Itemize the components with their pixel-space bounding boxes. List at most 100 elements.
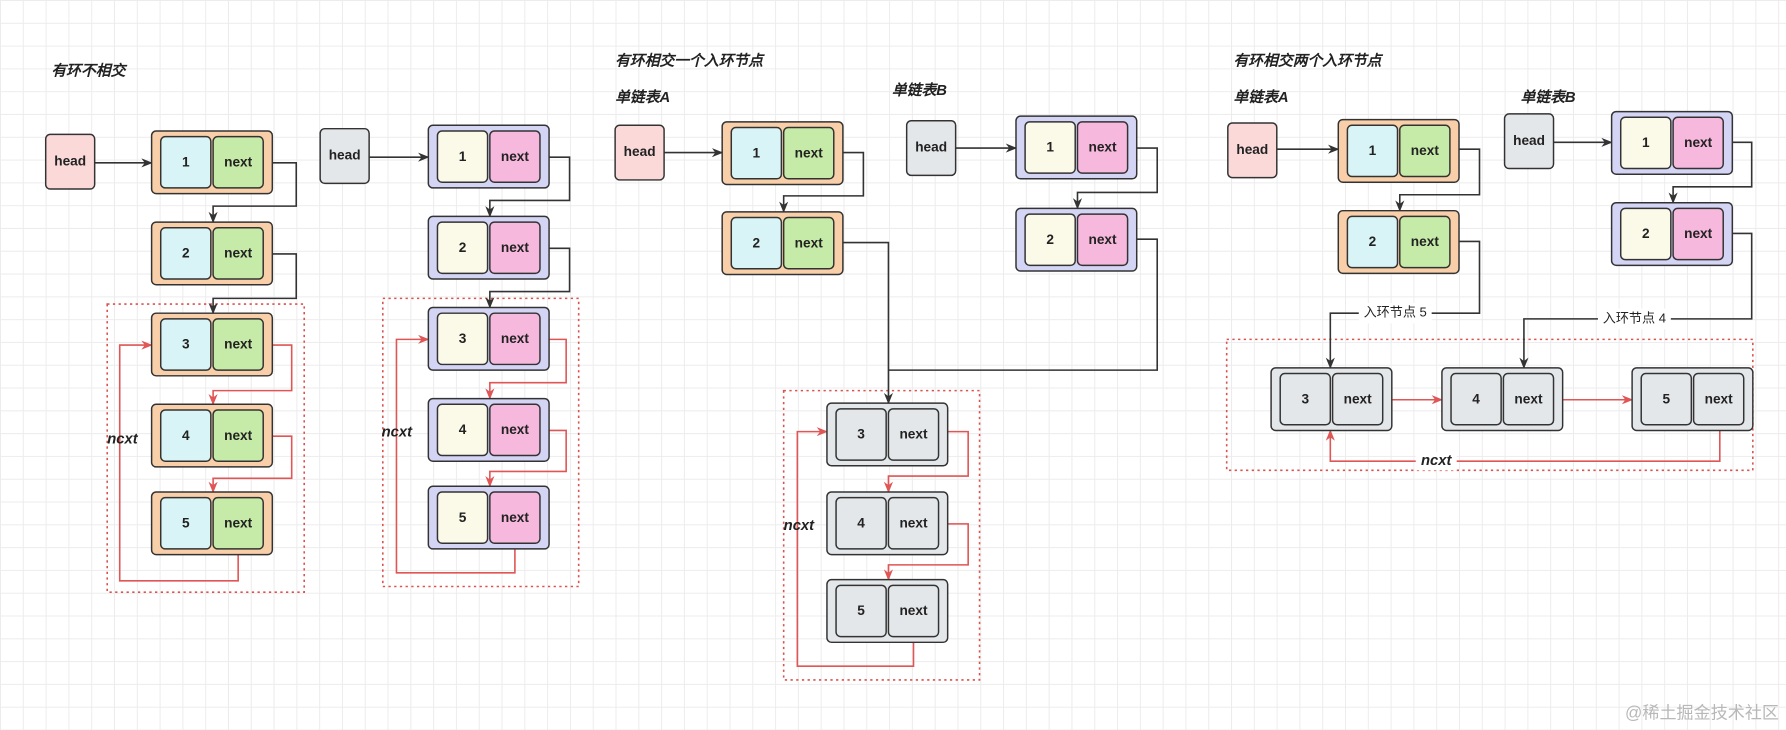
node-next-cell — [212, 496, 264, 550]
cycle-node-5: 5 next — [826, 578, 949, 644]
diagram-title: 有环相交一个入环节点 — [615, 52, 765, 69]
list-a-node-2: 2 next — [1337, 209, 1460, 275]
cycle-next-label: ncxt — [382, 425, 413, 441]
node-next-cell — [489, 221, 541, 275]
cycle-arrow — [1325, 427, 1721, 463]
diagram-title: 有环不相交 — [51, 63, 127, 80]
arrow — [208, 253, 298, 315]
head-label: head — [329, 148, 361, 163]
node-value: 4 — [1472, 391, 1480, 406]
cycle-next-label: ncxt — [784, 518, 815, 534]
list-b-label: 单链表B — [892, 82, 947, 99]
node-value: 4 — [857, 515, 865, 530]
node-next-label: next — [501, 510, 530, 525]
node-value-cell — [730, 126, 783, 180]
node-next-label: next — [501, 422, 530, 437]
node-next-cell — [212, 318, 264, 371]
node-value-cell — [1024, 121, 1076, 174]
head-label: head — [1513, 133, 1545, 148]
node-value-cell — [1619, 116, 1672, 170]
head-label: head — [915, 140, 947, 155]
arrow — [1519, 232, 1753, 369]
head-node: head — [319, 127, 370, 185]
head-a-node: head — [1227, 122, 1278, 179]
node-value: 1 — [753, 145, 761, 160]
node-value-cell — [1279, 372, 1332, 426]
node-value: 3 — [459, 331, 467, 346]
node-value: 4 — [182, 428, 190, 443]
node-next-label: next — [501, 331, 530, 346]
head-label: head — [1236, 142, 1268, 157]
arrow — [1072, 147, 1159, 210]
head-a-node: head — [614, 124, 665, 181]
label-bg — [1415, 452, 1457, 471]
node-value: 3 — [1301, 391, 1309, 406]
node-value-cell — [436, 312, 489, 366]
list-node-5: 5 next — [427, 485, 550, 550]
node-value: 1 — [1046, 140, 1054, 155]
node-value: 2 — [1369, 234, 1377, 249]
node-next-label: next — [795, 145, 824, 160]
node-value-cell — [159, 496, 212, 550]
node-next-cell — [212, 409, 264, 462]
head-label: head — [54, 153, 86, 168]
diagram-title: 有环相交两个入环节点 — [1234, 52, 1384, 69]
node-next-label: next — [1684, 226, 1713, 241]
node-value: 2 — [1046, 232, 1054, 247]
cycle-arrow — [796, 427, 915, 668]
node-value: 2 — [182, 246, 190, 261]
node-value-cell — [159, 409, 212, 462]
node-value-cell — [1450, 372, 1502, 426]
node-value: 1 — [459, 149, 467, 164]
label-bg — [1597, 308, 1671, 330]
list-node-3: 3 next — [427, 306, 550, 371]
cycle-node-4: 4 next — [1441, 367, 1564, 432]
head-box — [1503, 113, 1555, 170]
list-node-4: 4 next — [150, 403, 274, 468]
node-value-cell — [730, 216, 783, 270]
node-value: 5 — [459, 510, 467, 525]
node-value: 5 — [857, 603, 865, 618]
head-node: head — [44, 133, 96, 190]
head-box — [905, 119, 957, 177]
list-b-node-1: 1 next — [1610, 110, 1734, 175]
list-b-label: 单链表B — [1521, 89, 1576, 106]
list-node-2: 2 next — [427, 215, 550, 280]
node-next-cell — [1399, 215, 1451, 269]
arrow — [485, 156, 571, 218]
node-next-label: next — [1705, 391, 1734, 406]
cycle-next-label: ncxt — [1421, 453, 1452, 469]
node-next-cell — [1502, 372, 1555, 426]
node-next-label: next — [224, 515, 253, 530]
list-node-3: 3 next — [150, 312, 274, 377]
node-next-cell — [489, 491, 541, 544]
list-a-node-2: 2 next — [721, 211, 844, 276]
arrow — [208, 435, 293, 494]
arrow — [883, 523, 969, 581]
cycle-arrow — [118, 340, 239, 582]
arrow — [1325, 240, 1481, 369]
node-value-cell — [436, 403, 489, 457]
arrow — [208, 162, 298, 224]
node-next-label: next — [224, 428, 253, 443]
cycle-region — [782, 389, 981, 681]
list-b-node-2: 2 next — [1610, 201, 1734, 267]
list-node-4: 4 next — [427, 397, 550, 462]
node-next-label: next — [899, 603, 928, 618]
node-next-cell — [887, 584, 940, 638]
node-value-cell — [835, 496, 887, 550]
arrow — [208, 344, 293, 406]
node-next-cell — [489, 130, 541, 183]
arrow — [485, 247, 571, 309]
node-value-cell — [1346, 124, 1399, 178]
node-next-cell — [212, 135, 264, 189]
head-label: head — [624, 144, 656, 159]
node-value-cell — [1640, 372, 1693, 426]
node-next-cell — [1692, 372, 1745, 426]
node-next-label: next — [899, 515, 928, 530]
list-node-5: 5 next — [150, 491, 274, 556]
node-next-cell — [1672, 116, 1724, 170]
cycle-region — [1225, 338, 1754, 472]
node-next-cell — [1672, 207, 1724, 261]
node-next-cell — [887, 408, 940, 461]
